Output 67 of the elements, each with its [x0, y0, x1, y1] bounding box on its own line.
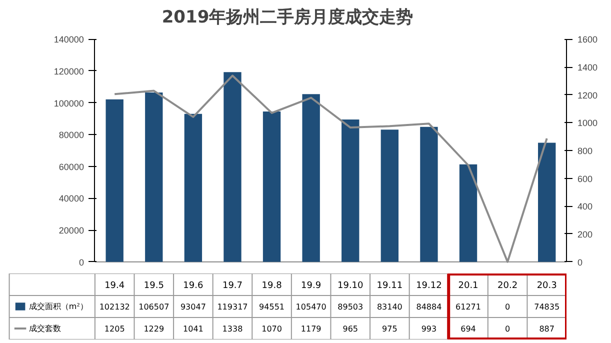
y-tick-label: 80000 — [58, 130, 84, 140]
data-label: 93047 — [180, 302, 206, 312]
x-tick-label: 19.6 — [183, 281, 204, 291]
data-label: 965 — [342, 324, 358, 334]
x-tick-label: 19.11 — [376, 281, 403, 291]
x-tick-label: 19.10 — [337, 281, 364, 291]
y-tick-label: 0 — [78, 257, 84, 268]
bar — [184, 114, 202, 262]
bar — [459, 164, 478, 262]
y2-tick-label: 600 — [578, 174, 593, 184]
data-label: 84884 — [416, 302, 442, 312]
x-tick-label: 20.2 — [498, 281, 518, 291]
data-label: 106507 — [138, 302, 170, 312]
bar — [106, 99, 124, 262]
data-label: 1041 — [183, 324, 204, 334]
data-label: 105470 — [296, 302, 326, 312]
data-label: 83140 — [376, 302, 402, 312]
y2-tick-label: 1600 — [578, 34, 598, 45]
y2-tick-label: 1200 — [578, 90, 598, 100]
x-tick-label: 19.7 — [222, 281, 243, 291]
y2-tick-label: 200 — [578, 229, 593, 240]
bar — [145, 92, 163, 262]
data-label: 89503 — [338, 302, 364, 312]
data-label: 0 — [505, 324, 510, 334]
bar — [380, 130, 399, 262]
data-label: 94551 — [259, 302, 285, 312]
bar — [262, 111, 281, 262]
x-tick-label: 19.8 — [262, 281, 282, 291]
data-label: 694 — [460, 324, 476, 334]
x-tick-label: 19.4 — [104, 281, 125, 291]
bar — [420, 126, 438, 262]
x-tick-label: 20.1 — [458, 281, 478, 291]
data-label: 1179 — [300, 324, 322, 334]
y-tick-label: 60000 — [58, 162, 84, 172]
data-label: 1205 — [104, 324, 125, 334]
data-label: 993 — [421, 324, 437, 334]
y-tick-label: 20000 — [58, 226, 84, 236]
data-label: 102132 — [99, 302, 130, 312]
y-tick-label: 140000 — [54, 34, 84, 45]
y2-tick-label: 1400 — [578, 62, 598, 73]
data-label: 1338 — [222, 324, 243, 334]
data-label: 61271 — [456, 302, 481, 312]
y2-tick-label: 800 — [578, 146, 593, 156]
y-tick-label: 100000 — [54, 98, 84, 108]
y-tick-label: 40000 — [58, 194, 84, 204]
data-label: 1229 — [144, 324, 164, 334]
data-label: 0 — [505, 302, 510, 312]
x-tick-label: 19.5 — [144, 281, 164, 291]
data-label: 975 — [382, 324, 398, 334]
data-label: 119317 — [217, 302, 248, 312]
x-tick-label: 20.3 — [536, 281, 557, 291]
x-tick-label: 19.12 — [416, 281, 442, 291]
y2-tick-label: 0 — [578, 257, 583, 268]
x-tick-label: 19.9 — [301, 281, 322, 291]
data-label: 887 — [539, 324, 554, 334]
bar — [224, 72, 242, 262]
legend-label: 成交套数 — [28, 324, 61, 333]
y2-tick-label: 400 — [578, 202, 593, 212]
bar — [302, 94, 320, 262]
chart-title: 2019年扬州二手房月度成交走势 — [162, 8, 414, 28]
data-label: 74835 — [534, 302, 560, 312]
y2-tick-label: 1000 — [578, 118, 598, 128]
y-tick-label: 120000 — [54, 66, 84, 76]
legend-label: 成交面积（m²） — [28, 302, 88, 311]
bar — [342, 119, 360, 262]
bar — [538, 142, 556, 262]
data-label: 1070 — [262, 324, 282, 334]
